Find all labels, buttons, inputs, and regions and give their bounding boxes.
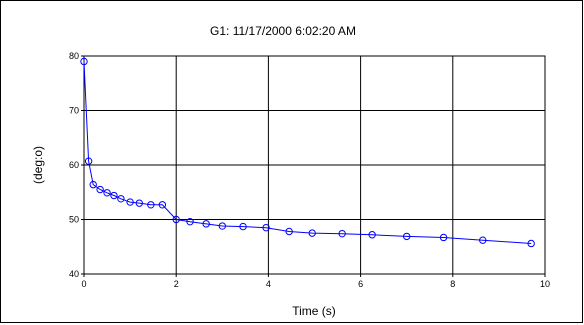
data-point bbox=[158, 201, 167, 209]
data-point bbox=[135, 199, 144, 207]
x-tick-label: 4 bbox=[266, 279, 271, 289]
y-tick-label: 80 bbox=[69, 51, 79, 61]
x-axis-label: Time (s) bbox=[292, 304, 336, 318]
chart-title: G1: 11/17/2000 6:02:20 AM bbox=[210, 24, 356, 38]
data-point bbox=[89, 180, 97, 189]
data-point bbox=[368, 231, 376, 239]
data-point bbox=[96, 185, 104, 194]
data-point bbox=[308, 229, 316, 237]
data-point bbox=[117, 195, 125, 203]
data-point bbox=[172, 215, 180, 224]
y-axis-label: (deg:o) bbox=[31, 146, 45, 184]
data-point bbox=[439, 233, 448, 242]
series-layer bbox=[80, 57, 535, 248]
data-point bbox=[403, 232, 411, 241]
data-point bbox=[84, 157, 93, 165]
y-tick-label: 40 bbox=[69, 269, 79, 279]
data-point bbox=[218, 222, 227, 230]
data-point bbox=[285, 227, 293, 236]
data-point bbox=[527, 239, 535, 248]
data-point bbox=[338, 229, 346, 238]
y-tick-label: 70 bbox=[69, 106, 79, 116]
x-tick-label: 6 bbox=[358, 279, 363, 289]
data-point bbox=[479, 236, 487, 244]
data-point bbox=[110, 191, 118, 200]
series-line bbox=[83, 61, 532, 244]
data-point bbox=[80, 57, 88, 66]
x-axis-ticks: 0 2 4 6 8 10 bbox=[81, 274, 550, 289]
y-tick-label: 60 bbox=[69, 160, 79, 170]
x-tick-label: 8 bbox=[450, 279, 455, 289]
y-tick-label: 50 bbox=[69, 215, 79, 225]
y-axis-ticks: 40 50 60 70 80 bbox=[69, 51, 84, 279]
x-tick-label: 0 bbox=[81, 279, 86, 289]
data-point bbox=[103, 189, 111, 197]
data-point bbox=[262, 223, 270, 232]
data-point bbox=[186, 217, 194, 226]
grid-lines bbox=[84, 56, 545, 274]
data-point bbox=[147, 201, 155, 209]
x-tick-label: 10 bbox=[540, 279, 550, 289]
data-point bbox=[126, 198, 134, 206]
data-point bbox=[202, 220, 210, 228]
data-point bbox=[239, 222, 247, 231]
x-tick-label: 2 bbox=[174, 279, 179, 289]
